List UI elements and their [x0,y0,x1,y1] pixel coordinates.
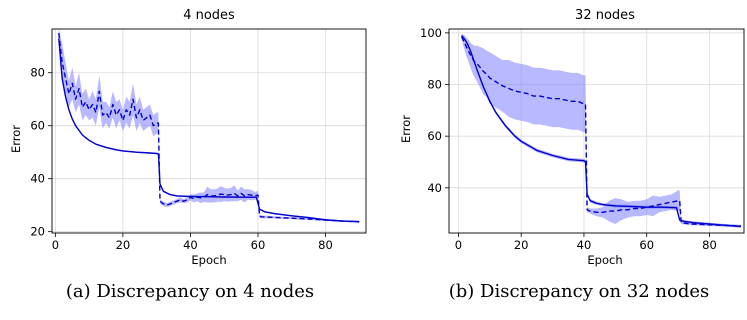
plot-frame [448,28,745,234]
y-tick-label: 60 [427,129,442,143]
chart-title: 4 nodes [183,8,235,23]
y-tick-label: 80 [30,66,45,80]
x-tick-label: 80 [702,238,717,252]
chart-panel-4-nodes: 4 nodes Epoch Error 0 20 40 60 80 20 40 60 80 [9,8,367,267]
caption-b: (b) Discrepancy on 32 nodes [448,281,710,302]
series-band-dashed [461,34,741,228]
y-tick-label: 40 [30,172,45,186]
series-band-dashed [58,27,360,223]
x-tick-label: 60 [251,238,266,252]
x-tick-label: 0 [52,238,59,252]
x-tick-label: 0 [455,238,462,252]
x-axis-label: Epoch [191,253,226,267]
x-tick-label: 60 [639,238,654,252]
y-tick-label: 20 [30,225,45,239]
x-axis-label: Epoch [587,253,622,267]
series-line-solid [58,38,360,223]
y-tick-label: 80 [427,78,442,92]
series-line-solid [461,35,741,228]
y-tick-label: 100 [420,26,442,40]
y-axis-label: Error [399,115,413,143]
series-line-dashed [58,32,360,223]
x-tick-label: 20 [514,238,529,252]
x-tick-label: 40 [183,238,198,252]
plot-frame [51,28,367,234]
x-tick-label: 20 [116,238,131,252]
x-tick-label: 80 [318,238,333,252]
y-tick-label: 40 [427,181,442,195]
x-tick-label: 40 [577,238,592,252]
caption-a: (a) Discrepancy on 4 nodes [65,281,315,302]
chart-panel-32-nodes: 32 nodes Epoch Error 0 20 40 60 80 40 60 80 100 [399,8,745,267]
chart-title: 32 nodes [575,8,635,23]
y-tick-label: 60 [30,119,45,133]
y-axis-label: Error [9,125,23,153]
